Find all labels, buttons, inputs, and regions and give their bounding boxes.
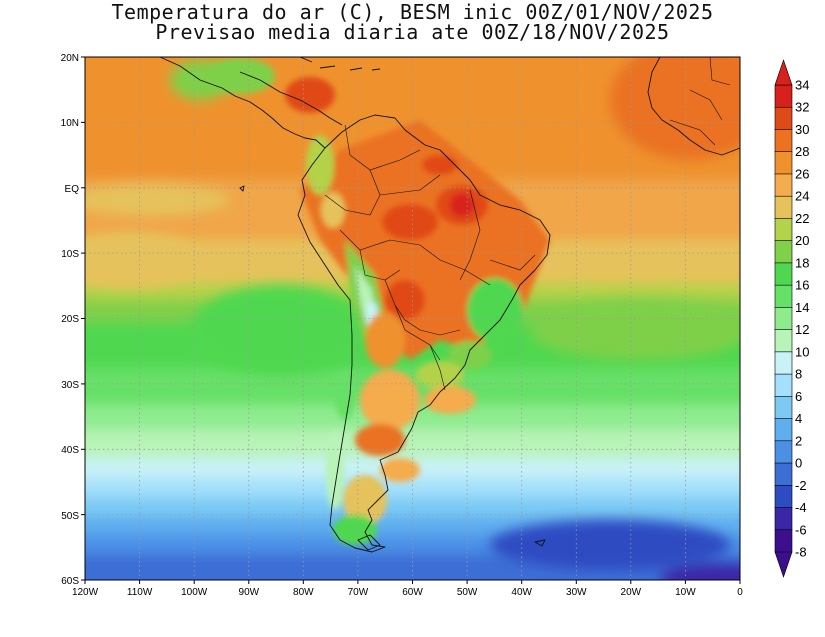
y-tick-label: 10S	[61, 249, 79, 260]
colorbar-label: -8	[795, 545, 807, 560]
colorbar-label: 6	[795, 389, 802, 404]
x-tick-label: 0	[737, 587, 743, 598]
colorbar-label: 16	[795, 278, 809, 293]
falklands	[534, 539, 546, 547]
colorbar-bottom-arrow	[774, 551, 793, 578]
x-tick-label: 70W	[348, 587, 369, 598]
temperature-field	[85, 57, 740, 580]
colorbar-label: -6	[795, 522, 807, 537]
colorbar-label: 0	[795, 456, 802, 471]
colorbar-segment	[774, 284, 793, 308]
tierra-del-fuego	[357, 534, 381, 551]
africa-coastline	[647, 57, 740, 156]
x-tick-label: 90W	[239, 587, 260, 598]
x-tick-label: 20W	[621, 587, 642, 598]
colorbar-label: 28	[795, 144, 809, 159]
colorbar-segment	[774, 129, 793, 153]
colorbar-label: 22	[795, 211, 809, 226]
colorbar-segment	[774, 418, 793, 442]
colorbar-label: 20	[795, 233, 809, 248]
colorbar-label: 18	[795, 255, 809, 270]
galapagos	[239, 185, 245, 192]
x-tick-label: 10W	[675, 587, 696, 598]
caribbean-islands	[299, 57, 381, 71]
axis-ticks	[81, 56, 741, 584]
colorbar-segment	[774, 173, 793, 197]
colorbar-segment	[774, 396, 793, 420]
colorbar-label: 30	[795, 122, 809, 137]
central-america-coastline	[159, 57, 326, 149]
colorbar-segment	[774, 218, 793, 242]
x-axis-labels: 120W 110W 100W 90W 80W 70W 60W 50W 40W 3…	[72, 587, 743, 598]
country-borders	[324, 57, 731, 391]
y-tick-label: 10N	[61, 118, 79, 129]
graticule	[85, 57, 740, 580]
x-tick-label: 40W	[511, 587, 532, 598]
colorbar-segment	[774, 262, 793, 286]
colorbar-label: 10	[795, 344, 809, 359]
chart-title: Temperatura do ar (C), BESM inic 00Z/01/…	[0, 2, 825, 42]
colorbar-segment	[774, 195, 793, 220]
colorbar-segment	[774, 240, 793, 264]
colorbar-segment	[774, 373, 793, 397]
x-tick-label: 50W	[457, 587, 478, 598]
x-tick-label: 30W	[566, 587, 587, 598]
colorbar-segment	[774, 106, 793, 131]
colorbar-label: 34	[795, 78, 809, 93]
y-axis-labels: 20N 10N EQ 10S 20S 30S 40S 50S 60S	[61, 53, 80, 587]
colorbar-label: 24	[795, 189, 809, 204]
x-tick-label: 60W	[402, 587, 423, 598]
colorbar-label: 26	[795, 166, 809, 181]
x-tick-label: 100W	[181, 587, 208, 598]
colorbar-label: 2	[795, 433, 802, 448]
colorbar-segment	[774, 462, 793, 486]
y-tick-label: 40S	[61, 445, 79, 456]
x-tick-label: 110W	[127, 587, 153, 598]
colorbar-top-arrow	[774, 59, 793, 86]
colorbar-label: 8	[795, 367, 802, 382]
coastlines	[159, 57, 740, 553]
colorbar-segment	[774, 507, 793, 531]
y-tick-label: 60S	[61, 576, 79, 587]
central-america-north-coast	[239, 71, 343, 126]
y-tick-label: EQ	[65, 184, 80, 195]
colorbar-segment	[774, 529, 793, 553]
title-line-1: Temperatura do ar (C), BESM inic 00Z/01/…	[111, 0, 714, 24]
colorbar-segment	[774, 440, 793, 464]
colorbar-label: 4	[795, 411, 802, 426]
colorbar-label: -4	[795, 500, 807, 515]
land-temperatures	[205, 58, 550, 545]
colorbar-segment	[774, 151, 793, 175]
y-tick-label: 30S	[61, 380, 79, 391]
colorbar-segment	[774, 307, 793, 331]
regional-anomalies	[85, 57, 740, 580]
x-tick-label: 120W	[72, 587, 99, 598]
colorbar-label: 14	[795, 300, 809, 315]
colorbar-label: 32	[795, 100, 809, 115]
colorbar-label: -2	[795, 478, 807, 493]
x-tick-label: 80W	[293, 587, 314, 598]
colorbar-segment	[774, 329, 793, 353]
colorbar-label: 12	[795, 322, 809, 337]
south-america-coastline	[297, 114, 551, 553]
title-line-2: Previsao media diaria ate 00Z/18/NOV/202…	[155, 20, 670, 44]
colorbar-segment	[774, 84, 793, 108]
colorbar-segment	[774, 351, 793, 375]
y-tick-label: 20N	[61, 53, 79, 64]
colorbar-segment	[774, 484, 793, 509]
y-tick-label: 50S	[61, 511, 79, 522]
y-tick-label: 20S	[61, 314, 79, 325]
